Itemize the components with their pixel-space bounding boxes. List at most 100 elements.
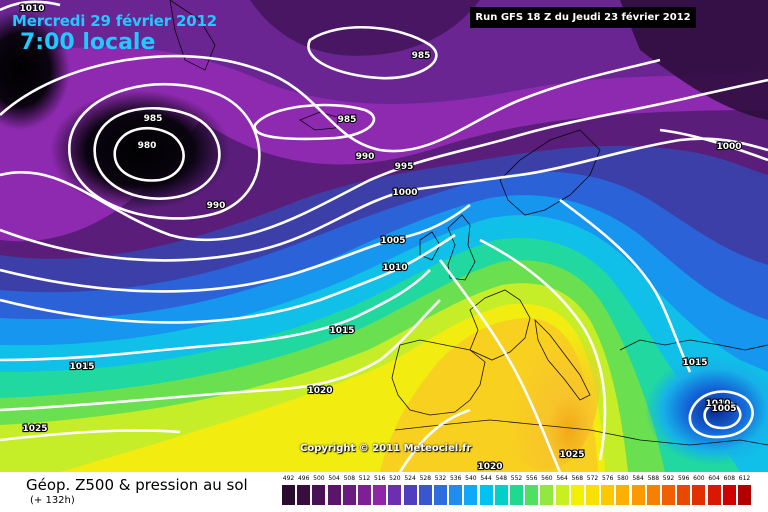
band-dark-north: [620, 0, 768, 120]
legend-swatch: [662, 485, 675, 505]
legend-value: 532: [434, 475, 447, 482]
isobar-label: 1005: [711, 404, 736, 414]
legend-swatch: [312, 485, 326, 505]
legend-value: 496: [297, 475, 310, 482]
copyright-notice: Copyright © 2011 Meteociel.fr: [300, 443, 472, 454]
coast-italy: [534, 318, 591, 401]
legend-value: 524: [404, 475, 416, 482]
isobar-985-mid: [253, 103, 376, 141]
legend-swatch: [570, 485, 584, 505]
forecast-time: 7:00 locale: [20, 30, 156, 55]
legend-value: 508: [343, 475, 356, 482]
isobar-label: 990: [356, 152, 375, 162]
isobar-labels: 1010 985 980 985 990 985 990 995 1000 10…: [18, 3, 742, 472]
isobar-990: [0, 54, 661, 153]
isobar-label: 1000: [716, 142, 741, 152]
legend-value: 556: [525, 475, 538, 482]
isobar-label: 1010: [382, 263, 407, 273]
geopotential-map: 1010 985 980 985 990 985 990 995 1000 10…: [0, 0, 768, 472]
legend-swatch: [555, 485, 569, 505]
isobar-980: [113, 126, 185, 182]
legend-value: 540: [465, 475, 477, 482]
legend-swatch: [373, 485, 387, 505]
legend-swatch: [540, 485, 554, 505]
legend-swatch: [677, 485, 691, 505]
isobar-985-west: [93, 107, 221, 200]
coast-iceland: [299, 111, 341, 131]
isobar-1000: [0, 137, 768, 262]
isobar-label: 1010: [19, 4, 44, 14]
isobar-1020: [0, 299, 441, 412]
legend-value: 552: [510, 475, 523, 482]
legend-swatch: [449, 485, 463, 505]
isobar-1005: [0, 203, 471, 293]
legend-value: 544: [480, 475, 492, 482]
legend-swatch: [692, 485, 706, 505]
legend-swatch: [403, 485, 417, 505]
isobar-label: 1025: [22, 424, 47, 434]
legend-swatch: [479, 485, 493, 505]
isobar-995: [0, 78, 768, 242]
isobar-label: 1020: [307, 386, 332, 396]
isobar-label: 985: [338, 115, 357, 125]
isobar-1015-east: [559, 198, 692, 373]
isobar-label: 980: [138, 141, 157, 151]
isobar-990-west: [68, 83, 261, 220]
isobar-label: 985: [144, 114, 163, 124]
legend-swatch: [631, 485, 645, 505]
legend-swatch: [342, 485, 356, 505]
legend-swatch: [646, 485, 660, 505]
isobar-1005-cutoff: [703, 400, 742, 430]
legend-labels: 492 496 500 504 508 512 516 520 524 528 532 536 540 5…: [282, 475, 756, 485]
legend-value: 560: [541, 475, 553, 482]
legend-value: 492: [282, 475, 295, 482]
legend-swatch: [707, 485, 721, 505]
legend-value: 608: [723, 475, 736, 482]
coast-north-africa: [394, 419, 768, 446]
legend-value: 604: [708, 475, 720, 482]
geopotential-bands: [0, 0, 768, 472]
legend-swatch: [464, 485, 478, 505]
isobar-1025-west: [0, 429, 181, 442]
legend-value: 500: [313, 475, 325, 482]
isobar-label: 995: [395, 162, 414, 172]
isobar-label: 990: [207, 201, 226, 211]
legend-value: 588: [647, 475, 660, 482]
legend-value: 528: [419, 475, 432, 482]
forecast-date: Mercredi 29 février 2012: [12, 12, 217, 30]
legend-swatch: [722, 485, 736, 505]
legend-swatch: [358, 485, 371, 505]
isobar-1020-south: [398, 408, 471, 472]
legend-value: 600: [693, 475, 705, 482]
isobar-1010: [0, 233, 456, 324]
legend-value: 580: [617, 475, 629, 482]
legend-value: 564: [556, 475, 568, 482]
legend-value: 576: [601, 475, 614, 482]
color-scale-legend: 492 496 500 504 508 512 516 520 524 528 532 536 540 5…: [282, 475, 756, 505]
map-caption: Géop. Z500 & pression au sol: [26, 476, 248, 494]
legend-swatch: [616, 485, 630, 505]
legend-swatch: [282, 485, 295, 505]
legend-swatch: [738, 485, 751, 505]
isobar-1015-west: [0, 269, 431, 362]
coastlines: [169, 0, 768, 446]
isobar-label: 1015: [69, 362, 94, 372]
isobar-1000-east: [659, 128, 768, 162]
coast-greenland: [169, 0, 216, 71]
legend-swatches: [282, 485, 756, 505]
legend-value: 592: [662, 475, 675, 482]
legend-value: 568: [571, 475, 584, 482]
band-low-core: [50, 90, 230, 210]
model-run-label: Run GFS 18 Z du Jeudi 23 février 2012: [470, 7, 696, 28]
isobar-label: 1000: [392, 188, 417, 198]
coast-france: [469, 289, 531, 361]
isobar-label: 1015: [329, 326, 354, 336]
legend-value: 520: [389, 475, 401, 482]
coast-greece-turkey: [619, 339, 768, 351]
isobar-1025-east: [438, 259, 562, 472]
isobar-label: 1025: [559, 450, 584, 460]
isobars: [0, 0, 768, 472]
isobar-label: 1020: [477, 462, 502, 472]
isobar-1020-east: [479, 238, 607, 461]
